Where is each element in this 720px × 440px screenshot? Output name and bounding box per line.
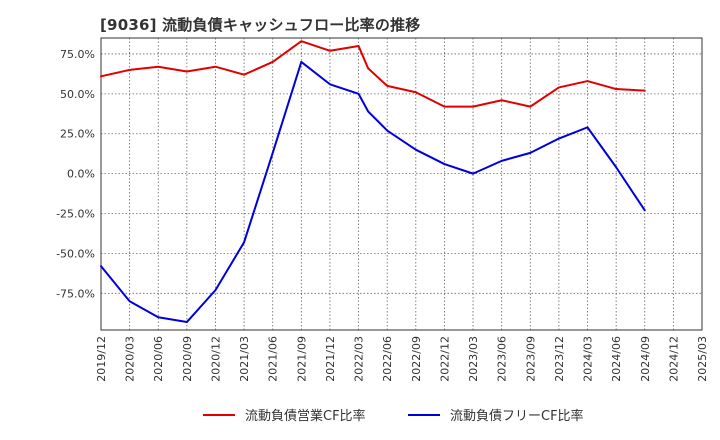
legend-label: 流動負債フリーCF比率: [450, 408, 584, 424]
series-line-free-cf: [100, 60, 646, 324]
x-tick-label: 2022/12: [438, 336, 451, 382]
y-tick-label: 50.0%: [60, 88, 95, 101]
grid-lines: [100, 38, 703, 330]
y-tick-label: 75.0%: [60, 48, 95, 61]
x-tick-label: 2021/12: [324, 336, 337, 382]
plot-area: [101, 38, 702, 330]
x-tick-label: 2022/06: [381, 336, 394, 382]
y-tick-label: 0.0%: [67, 168, 95, 181]
series-lines: [100, 40, 646, 324]
x-tick-label: 2022/09: [410, 336, 423, 382]
y-tick-label: -25.0%: [56, 208, 95, 221]
x-tick-label: 2021/06: [267, 336, 280, 382]
x-tick-label: 2024/06: [610, 336, 623, 382]
chart-title: [9036] 流動負債キャッシュフロー比率の推移: [100, 16, 421, 34]
x-tick-label: 2023/06: [496, 336, 509, 382]
y-tick-label: 25.0%: [60, 128, 95, 141]
x-tick-label: 2023/12: [553, 336, 566, 382]
x-tick-label: 2023/09: [524, 336, 537, 382]
axes: 2019/12 2020/03 2020/06 2020/09 2020/12 2021/…: [56, 37, 709, 382]
y-tick-label: -75.0%: [56, 287, 95, 300]
x-tick-label: 2024/09: [639, 336, 652, 382]
x-tick-label: 2022/03: [353, 336, 366, 382]
x-tick-label: 2020/12: [209, 336, 222, 382]
x-tick-label: 2021/03: [238, 336, 251, 382]
plot-frame: [100, 37, 703, 331]
x-tick-label: 2024/03: [582, 336, 595, 382]
x-tick-label: 2024/12: [667, 336, 680, 382]
x-tick-label: 2020/03: [124, 336, 137, 382]
x-tick-label: 2019/12: [95, 336, 108, 382]
x-tick-label: 2025/03: [696, 336, 709, 382]
legend: 流動負債営業CF比率 流動負債フリーCF比率: [203, 408, 584, 424]
series-line-operating-cf: [100, 40, 646, 108]
legend-label: 流動負債営業CF比率: [245, 408, 366, 424]
x-tick-label: 2020/06: [152, 336, 165, 382]
x-tick-label: 2023/03: [467, 336, 480, 382]
x-tick-label: 2020/09: [181, 336, 194, 382]
y-tick-label: -50.0%: [56, 247, 95, 260]
x-tick-label: 2021/09: [295, 336, 308, 382]
